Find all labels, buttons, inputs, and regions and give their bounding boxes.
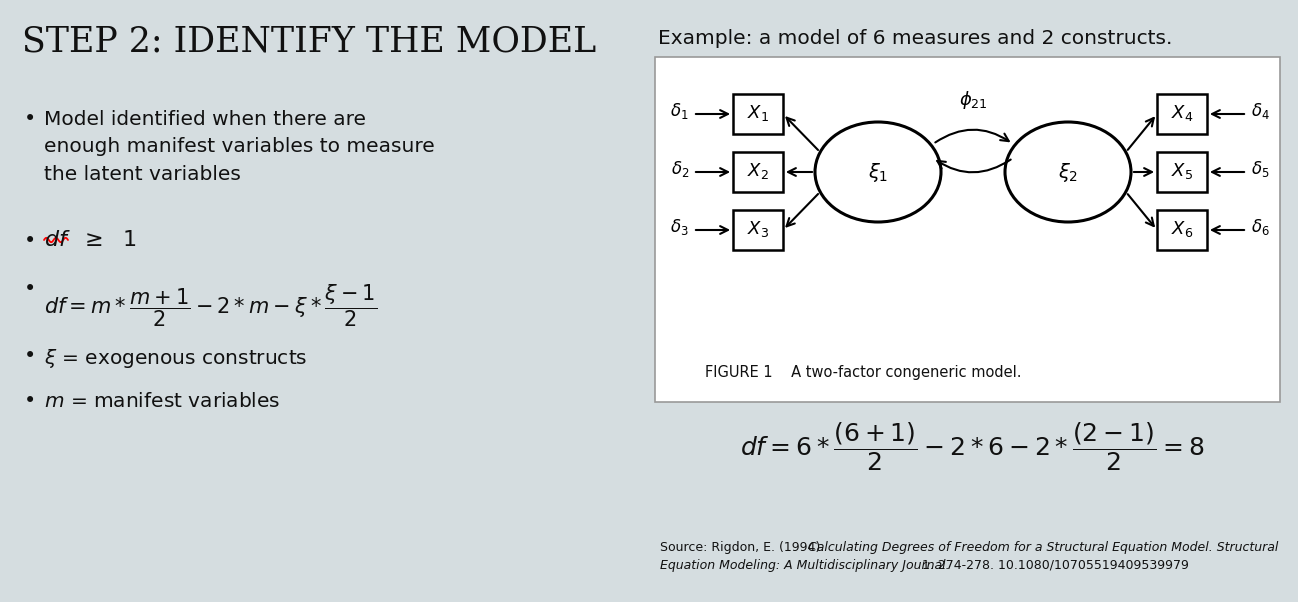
FancyBboxPatch shape xyxy=(1157,152,1207,192)
FancyBboxPatch shape xyxy=(733,152,783,192)
Text: Example: a model of 6 measures and 2 constructs.: Example: a model of 6 measures and 2 con… xyxy=(658,29,1172,48)
FancyBboxPatch shape xyxy=(1157,210,1207,250)
Text: $df = m * \dfrac{m+1}{2} - 2 * m - \xi * \dfrac{\xi-1}{2}$: $df = m * \dfrac{m+1}{2} - 2 * m - \xi *… xyxy=(44,282,378,329)
Text: $\xi_{1}$: $\xi_{1}$ xyxy=(868,161,888,184)
Text: STEP 2: IDENTIFY THE MODEL: STEP 2: IDENTIFY THE MODEL xyxy=(22,24,596,58)
Text: •: • xyxy=(23,347,36,366)
Text: $X_{6}$: $X_{6}$ xyxy=(1171,219,1193,239)
Text: $\delta_{1}$: $\delta_{1}$ xyxy=(671,101,689,121)
Text: $\xi$ = exogenous constructs: $\xi$ = exogenous constructs xyxy=(44,347,308,370)
Text: $X_{4}$: $X_{4}$ xyxy=(1171,103,1193,123)
Text: $\xi_{2}$: $\xi_{2}$ xyxy=(1058,161,1079,184)
Text: $X_{3}$: $X_{3}$ xyxy=(746,219,768,239)
Ellipse shape xyxy=(1005,122,1131,222)
Text: FIGURE 1    A two-factor congeneric model.: FIGURE 1 A two-factor congeneric model. xyxy=(705,365,1022,380)
Text: $\phi_{21}$: $\phi_{21}$ xyxy=(959,89,988,111)
Text: $X_{1}$: $X_{1}$ xyxy=(748,103,768,123)
Text: $df\ \ \geq\ \ 1$: $df\ \ \geq\ \ 1$ xyxy=(44,229,136,251)
FancyBboxPatch shape xyxy=(1157,94,1207,134)
Text: $m$ = manifest variables: $m$ = manifest variables xyxy=(44,392,280,411)
FancyBboxPatch shape xyxy=(655,57,1280,402)
Text: $\delta_{2}$: $\delta_{2}$ xyxy=(671,159,689,179)
Text: $\delta_{5}$: $\delta_{5}$ xyxy=(1251,159,1269,179)
Text: •: • xyxy=(23,392,36,411)
Text: $\delta_{6}$: $\delta_{6}$ xyxy=(1251,217,1269,237)
Text: $df = 6 * \dfrac{(6+1)}{2} - 2 * 6 - 2 * \dfrac{(2-1)}{2} = 8$: $df = 6 * \dfrac{(6+1)}{2} - 2 * 6 - 2 *… xyxy=(740,420,1205,473)
Text: Model identified when there are
enough manifest variables to measure
the latent : Model identified when there are enough m… xyxy=(44,110,435,184)
Text: •: • xyxy=(23,232,36,251)
Text: •: • xyxy=(23,110,36,129)
Text: $X_{2}$: $X_{2}$ xyxy=(748,161,768,181)
Ellipse shape xyxy=(815,122,941,222)
Text: •: • xyxy=(23,280,36,299)
Text: 1. 274-278. 10.1080/10705519409539979: 1. 274-278. 10.1080/10705519409539979 xyxy=(918,559,1189,572)
FancyBboxPatch shape xyxy=(733,94,783,134)
Text: $\delta_{3}$: $\delta_{3}$ xyxy=(670,217,689,237)
Text: $X_{5}$: $X_{5}$ xyxy=(1171,161,1193,181)
Text: Equation Modeling: A Multidisciplinary Journal.: Equation Modeling: A Multidisciplinary J… xyxy=(659,559,950,572)
FancyBboxPatch shape xyxy=(733,210,783,250)
Text: $\delta_{4}$: $\delta_{4}$ xyxy=(1251,101,1269,121)
Text: Source: Rigdon, E. (1994).: Source: Rigdon, E. (1994). xyxy=(659,541,828,554)
Text: Calculating Degrees of Freedom for a Structural Equation Model. Structural: Calculating Degrees of Freedom for a Str… xyxy=(807,541,1279,554)
